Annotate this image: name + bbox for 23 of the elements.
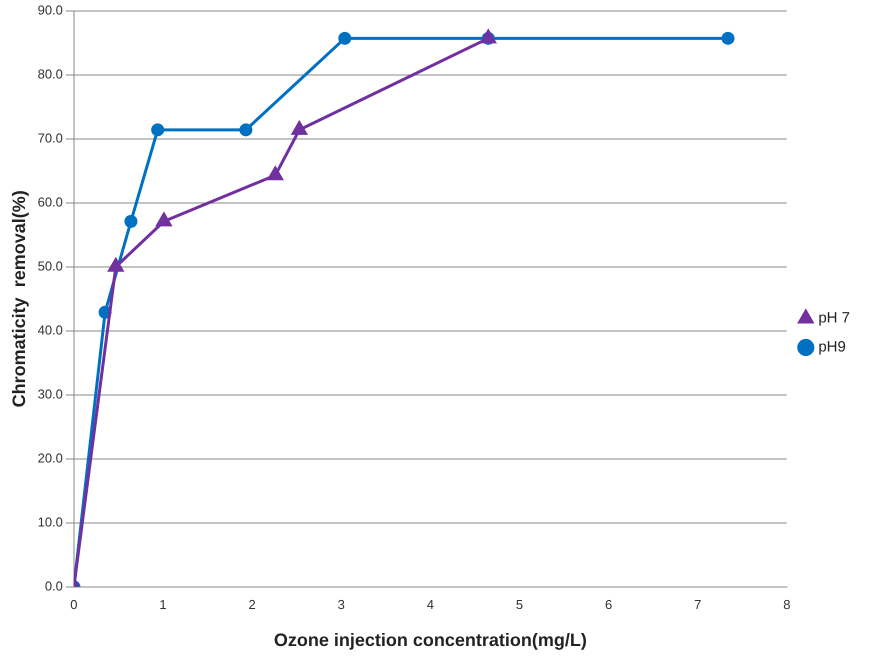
x-tick-label: 8 [783,597,790,612]
x-tick-label: 7 [694,597,702,612]
x-tick-label: 1 [159,597,167,612]
x-axis-title: Ozone injection concentration(mg/L) [274,630,587,650]
x-tick-label: 3 [338,597,345,612]
legend-label: pH 7 [818,310,850,327]
y-tick-label: 40.0 [38,322,63,338]
x-tick-label: 2 [248,597,256,612]
y-tick-label: 30.0 [38,386,63,402]
legend-label: pH9 [818,338,846,356]
y-axis-title: Chromaticity removal(%) [8,190,29,408]
y-tick-label: 20.0 [38,450,63,466]
y-tick-label: 0.0 [44,578,63,594]
y-tick-label: 10.0 [38,514,63,530]
y-tick-label: 70.0 [38,130,63,146]
y-tick-label: 90.0 [38,2,63,18]
x-tick-label: 0 [70,597,78,612]
y-tick-label: 80.0 [38,66,63,82]
y-tick-label: 50.0 [38,258,63,274]
x-tick-label: 6 [604,597,612,612]
x-tick-label: 4 [426,597,434,612]
y-tick-label: 60.0 [38,194,63,210]
x-tick-label: 5 [516,597,524,612]
